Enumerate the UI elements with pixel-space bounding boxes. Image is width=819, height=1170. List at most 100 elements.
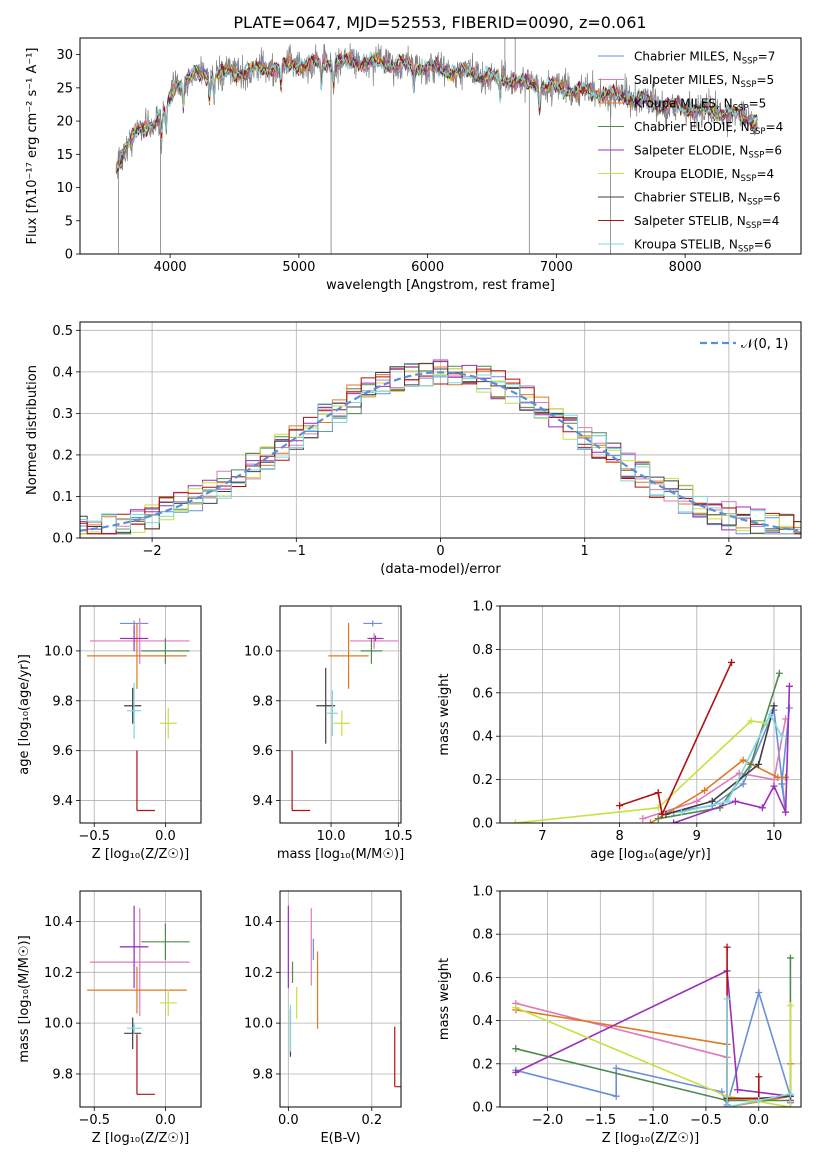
legend-entry: Chabrier ELODIE, NSSP=4 (634, 120, 783, 137)
y-tick-label: 10.4 (44, 915, 73, 930)
y-axis-label: mass weight (437, 673, 452, 755)
series-point (728, 658, 736, 666)
y-tick-label: 0.4 (52, 365, 73, 380)
x-tick-label: −2 (143, 544, 162, 559)
series-point (677, 808, 685, 816)
panel-spectrum: 4000 5000 6000 7000 8000 0 5 10 15 20 25 30 waveleng… (25, 37, 802, 293)
y-tick-label: 10 (56, 181, 73, 196)
series-point (755, 1073, 763, 1081)
series-point (786, 1090, 794, 1098)
series-point (612, 1064, 620, 1072)
panel-massweight-vs-Z: −2.0 −1.5 −1.0 −0.5 0.0 0.0 0.2 0.4 0.6 0.8 1.0 Z [… (437, 885, 802, 1146)
x-tick-label: −2.0 (532, 1113, 564, 1128)
series-point (739, 756, 747, 764)
series-point (778, 732, 786, 740)
series-point (786, 1103, 794, 1107)
y-tick-label: 9.4 (252, 794, 273, 809)
y-axis-label: Normed distribution (25, 365, 40, 495)
series-salpeter_elodie (673, 686, 791, 823)
x-tick-label: 8 (615, 829, 623, 844)
legend-entry: 𝒩(0, 1) (741, 337, 788, 352)
x-tick-label: −0.5 (78, 829, 110, 844)
series-point (701, 786, 709, 794)
x-tick-label: −1 (287, 544, 306, 559)
panel-residuals: −2 −1 0 1 2 0.0 0.1 0.2 0.3 0.4 0.5 (data-model)/er… (25, 321, 802, 577)
series-point (731, 797, 739, 805)
plot-area (80, 606, 201, 823)
y-tick-label: 0.4 (472, 730, 493, 745)
figure-title: PLATE=0647, MJD=52553, FIBERID=0090, z=0… (233, 13, 646, 32)
legend-entry: Kroupa ELODIE, NSSP=4 (634, 167, 774, 184)
y-tick-label: 0.6 (472, 686, 493, 701)
series-point (723, 1103, 731, 1107)
series-point (670, 819, 678, 823)
axes-frame (79, 605, 202, 824)
legend-entry: Salpeter STELIB, NSSP=4 (634, 214, 779, 231)
series-point (724, 797, 732, 805)
series-point (723, 995, 731, 1003)
plot-layer: 4000 5000 6000 7000 8000051015202530waveleng… (17, 37, 802, 1146)
x-axis-label: Z [log₁₀(Z/Z☉)] (602, 1131, 699, 1146)
series-point (786, 1001, 794, 1009)
gaussian-curve (80, 371, 799, 532)
plot-area (280, 606, 401, 823)
x-tick-label: 10.5 (384, 829, 413, 844)
panel-massweight-vs-age: 7 8 9 10 0.0 0.2 0.4 0.6 0.8 1.0 age [log₁₀(age/yr… (437, 600, 802, 862)
x-tick-label: 10.0 (317, 829, 346, 844)
series-point (785, 682, 793, 690)
panel-mass-vs-Z: −0.5 0.0 9.8 10.0 10.2 10.4 Z [log₁₀(Z/Z☉)] mas… (17, 890, 202, 1146)
x-tick-label: 8000 (669, 260, 702, 275)
series-point (658, 810, 666, 818)
series-point (512, 1045, 520, 1053)
series-point (708, 797, 716, 805)
panel-age-vs-mass: 10.0 10.5 9.4 9.6 9.8 10.0 mass [log₁₀(M/M☉)] (244, 605, 413, 862)
series-point (654, 789, 662, 797)
x-tick-label: 0.2 (361, 1113, 382, 1128)
y-tick-label: 10.0 (244, 1017, 273, 1032)
histogram-kroupa_stelib (80, 374, 801, 535)
x-tick-label: 5000 (282, 260, 315, 275)
series-chabrier_stelib (665, 705, 775, 816)
x-axis-label: Z [log₁₀(Z/Z☉)] (92, 847, 189, 862)
y-tick-label: 0.5 (52, 324, 73, 339)
series-point (782, 808, 790, 816)
y-axis-label: mass [log₁₀(M/M☉)] (17, 935, 32, 1062)
y-tick-label: 1.0 (472, 600, 493, 615)
y-axis-label: Flux [fλ10⁻¹⁷ erg cm⁻² s⁻¹ A⁻¹] (25, 48, 40, 245)
x-tick-label: 4000 (154, 260, 187, 275)
series-point (723, 943, 731, 951)
series-point (775, 669, 783, 677)
series-point (512, 1068, 520, 1076)
panel-age-vs-Z: −0.5 0.0 9.4 9.6 9.8 10.0 Z [log₁₀(Z/Z☉)] age [… (17, 605, 202, 862)
series-point (616, 802, 624, 810)
x-axis-label: wavelength [Angstrom, rest frame] (326, 278, 555, 293)
y-tick-label: 20 (56, 115, 73, 130)
series-point (755, 989, 763, 997)
series-point (786, 954, 794, 962)
series-point (512, 1004, 520, 1012)
plot-area (280, 891, 401, 1107)
series-point (693, 797, 701, 805)
x-tick-label: 0.0 (278, 1113, 299, 1128)
x-tick-label: 0 (436, 544, 444, 559)
series-point (612, 1092, 620, 1100)
series-point (747, 717, 755, 725)
y-axis-label: mass weight (437, 958, 452, 1040)
panel-mass-vs-EBV: 0.0 0.2 9.8 10.0 10.2 10.4 E(B-V) (244, 890, 402, 1146)
axes-frame (79, 321, 802, 539)
series-point (747, 760, 755, 768)
x-axis-label: mass [log₁₀(M/M☉)] (277, 847, 404, 862)
x-tick-label: 6000 (411, 260, 444, 275)
y-tick-label: 0.3 (52, 407, 73, 422)
series-point (511, 819, 519, 823)
series-point (782, 773, 790, 781)
x-tick-label: 0.0 (748, 1113, 769, 1128)
y-tick-label: 0.1 (52, 490, 73, 505)
y-tick-label: 9.8 (52, 694, 73, 709)
plot-area (500, 891, 801, 1107)
y-tick-label: 10.2 (244, 966, 273, 981)
y-tick-label: 0.8 (472, 928, 493, 943)
legend-entry: Salpeter ELODIE, NSSP=6 (634, 144, 782, 161)
y-tick-label: 0.8 (472, 643, 493, 658)
series-kroupa_stelib (726, 999, 791, 1107)
